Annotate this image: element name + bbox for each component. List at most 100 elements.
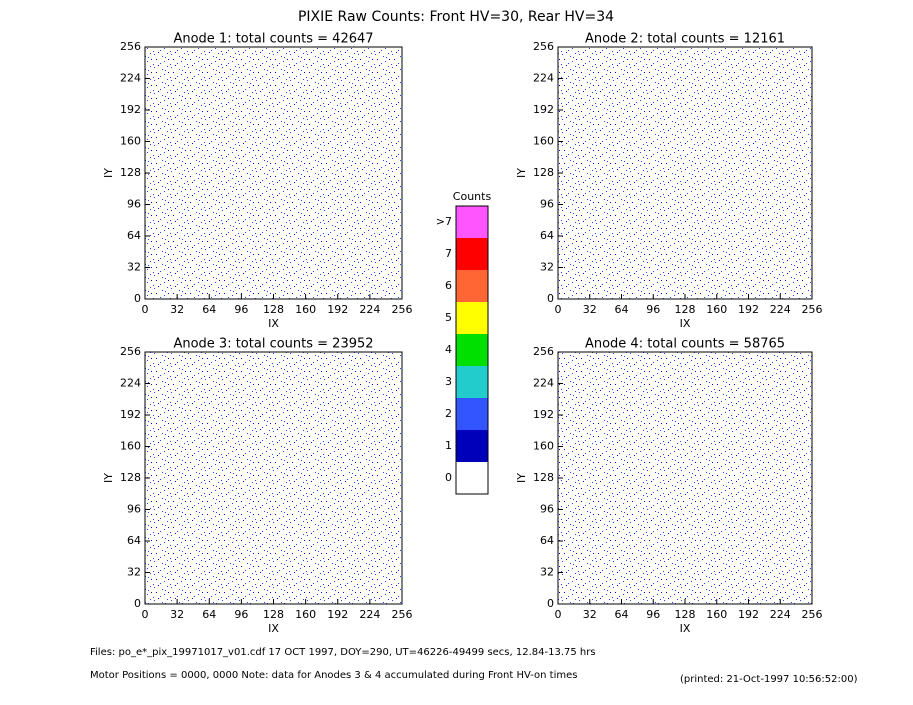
footer-files: Files: po_e*_pix_19971017_v01.cdf 17 OCT…	[90, 647, 596, 658]
colorbar-swatch	[456, 366, 488, 398]
colorbar-label: 4	[445, 343, 452, 356]
colorbar-label: 6	[445, 279, 452, 292]
y-tick-label: 0	[134, 292, 141, 305]
y-tick-label: 0	[547, 597, 554, 610]
colorbar-swatch	[456, 462, 488, 494]
x-tick-label: 256	[802, 303, 823, 316]
y-tick-label: 160	[120, 135, 141, 148]
panel-title: Anode 4: total counts = 58765	[585, 337, 785, 352]
y-tick-label: 96	[540, 503, 554, 516]
x-tick-label: 128	[263, 303, 284, 316]
footer-motor: Motor Positions = 0000, 0000 Note: data …	[90, 670, 577, 681]
y-tick-label: 192	[533, 103, 554, 116]
x-tick-label: 160	[295, 608, 316, 621]
y-axis-label: IY	[102, 168, 115, 178]
y-tick-label: 32	[540, 261, 554, 274]
y-tick-label: 128	[533, 166, 554, 179]
x-tick-label: 128	[675, 608, 696, 621]
y-tick-label: 128	[533, 471, 554, 484]
colorbar-label: >7	[436, 215, 452, 228]
x-tick-label: 64	[202, 608, 216, 621]
colorbar-swatch	[456, 334, 488, 366]
y-tick-label: 64	[540, 534, 554, 547]
y-axis-label: IY	[515, 168, 528, 178]
x-tick-label: 96	[234, 608, 248, 621]
y-tick-label: 224	[120, 377, 141, 390]
x-tick-label: 224	[359, 608, 380, 621]
heatmap-image	[558, 47, 812, 299]
colorbar-swatch	[456, 398, 488, 430]
x-tick-label: 0	[555, 303, 562, 316]
x-tick-label: 192	[327, 303, 348, 316]
x-tick-label: 64	[615, 608, 629, 621]
colorbar-title: Counts	[453, 190, 492, 203]
footer-printed: (printed: 21-Oct-1997 10:56:52:00)	[680, 674, 858, 685]
y-tick-label: 192	[533, 408, 554, 421]
x-tick-label: 32	[170, 608, 184, 621]
heatmap-image	[558, 352, 812, 604]
x-tick-label: 64	[615, 303, 629, 316]
x-tick-label: 192	[738, 608, 759, 621]
x-tick-label: 32	[583, 608, 597, 621]
y-tick-label: 256	[120, 40, 141, 53]
y-tick-label: 0	[134, 597, 141, 610]
x-tick-label: 224	[770, 608, 791, 621]
page-title: PIXIE Raw Counts: Front HV=30, Rear HV=3…	[298, 9, 614, 25]
x-tick-label: 256	[392, 303, 413, 316]
y-axis-label: IY	[102, 473, 115, 483]
x-tick-label: 160	[706, 608, 727, 621]
x-axis-label: IX	[268, 317, 279, 330]
y-tick-label: 0	[547, 292, 554, 305]
y-tick-label: 96	[127, 198, 141, 211]
colorbar-label: 1	[445, 439, 452, 452]
y-tick-label: 224	[533, 377, 554, 390]
heatmap-image	[145, 47, 402, 299]
y-tick-label: 32	[127, 566, 141, 579]
colorbar-label: 2	[445, 407, 452, 420]
y-tick-label: 256	[533, 40, 554, 53]
y-tick-label: 64	[127, 229, 141, 242]
colorbar-swatch	[456, 238, 488, 270]
x-tick-label: 0	[142, 303, 149, 316]
y-tick-label: 192	[120, 103, 141, 116]
y-tick-label: 256	[533, 345, 554, 358]
x-axis-label: IX	[680, 622, 691, 635]
x-tick-label: 96	[646, 608, 660, 621]
y-tick-label: 32	[127, 261, 141, 274]
colorbar-label: 0	[445, 471, 452, 484]
y-tick-label: 96	[540, 198, 554, 211]
x-tick-label: 32	[170, 303, 184, 316]
x-tick-label: 128	[675, 303, 696, 316]
x-axis-label: IX	[680, 317, 691, 330]
x-tick-label: 160	[706, 303, 727, 316]
x-tick-label: 160	[295, 303, 316, 316]
x-tick-label: 192	[327, 608, 348, 621]
colorbar-swatch	[456, 270, 488, 302]
x-tick-label: 256	[802, 608, 823, 621]
y-tick-label: 256	[120, 345, 141, 358]
y-tick-label: 224	[120, 72, 141, 85]
y-tick-label: 96	[127, 503, 141, 516]
y-tick-label: 128	[120, 471, 141, 484]
colorbar-swatch	[456, 302, 488, 334]
y-tick-label: 160	[533, 440, 554, 453]
y-tick-label: 64	[127, 534, 141, 547]
x-axis-label: IX	[268, 622, 279, 635]
x-tick-label: 64	[202, 303, 216, 316]
colorbar-swatch	[456, 206, 488, 238]
x-tick-label: 96	[234, 303, 248, 316]
x-tick-label: 256	[392, 608, 413, 621]
colorbar-swatch	[456, 430, 488, 462]
x-tick-label: 32	[583, 303, 597, 316]
x-tick-label: 96	[646, 303, 660, 316]
y-tick-label: 64	[540, 229, 554, 242]
y-tick-label: 160	[533, 135, 554, 148]
heatmap-image	[145, 352, 402, 604]
y-tick-label: 224	[533, 72, 554, 85]
colorbar-label: 7	[445, 247, 452, 260]
x-tick-label: 224	[770, 303, 791, 316]
colorbar-label: 5	[445, 311, 452, 324]
x-tick-label: 128	[263, 608, 284, 621]
y-axis-label: IY	[515, 473, 528, 483]
